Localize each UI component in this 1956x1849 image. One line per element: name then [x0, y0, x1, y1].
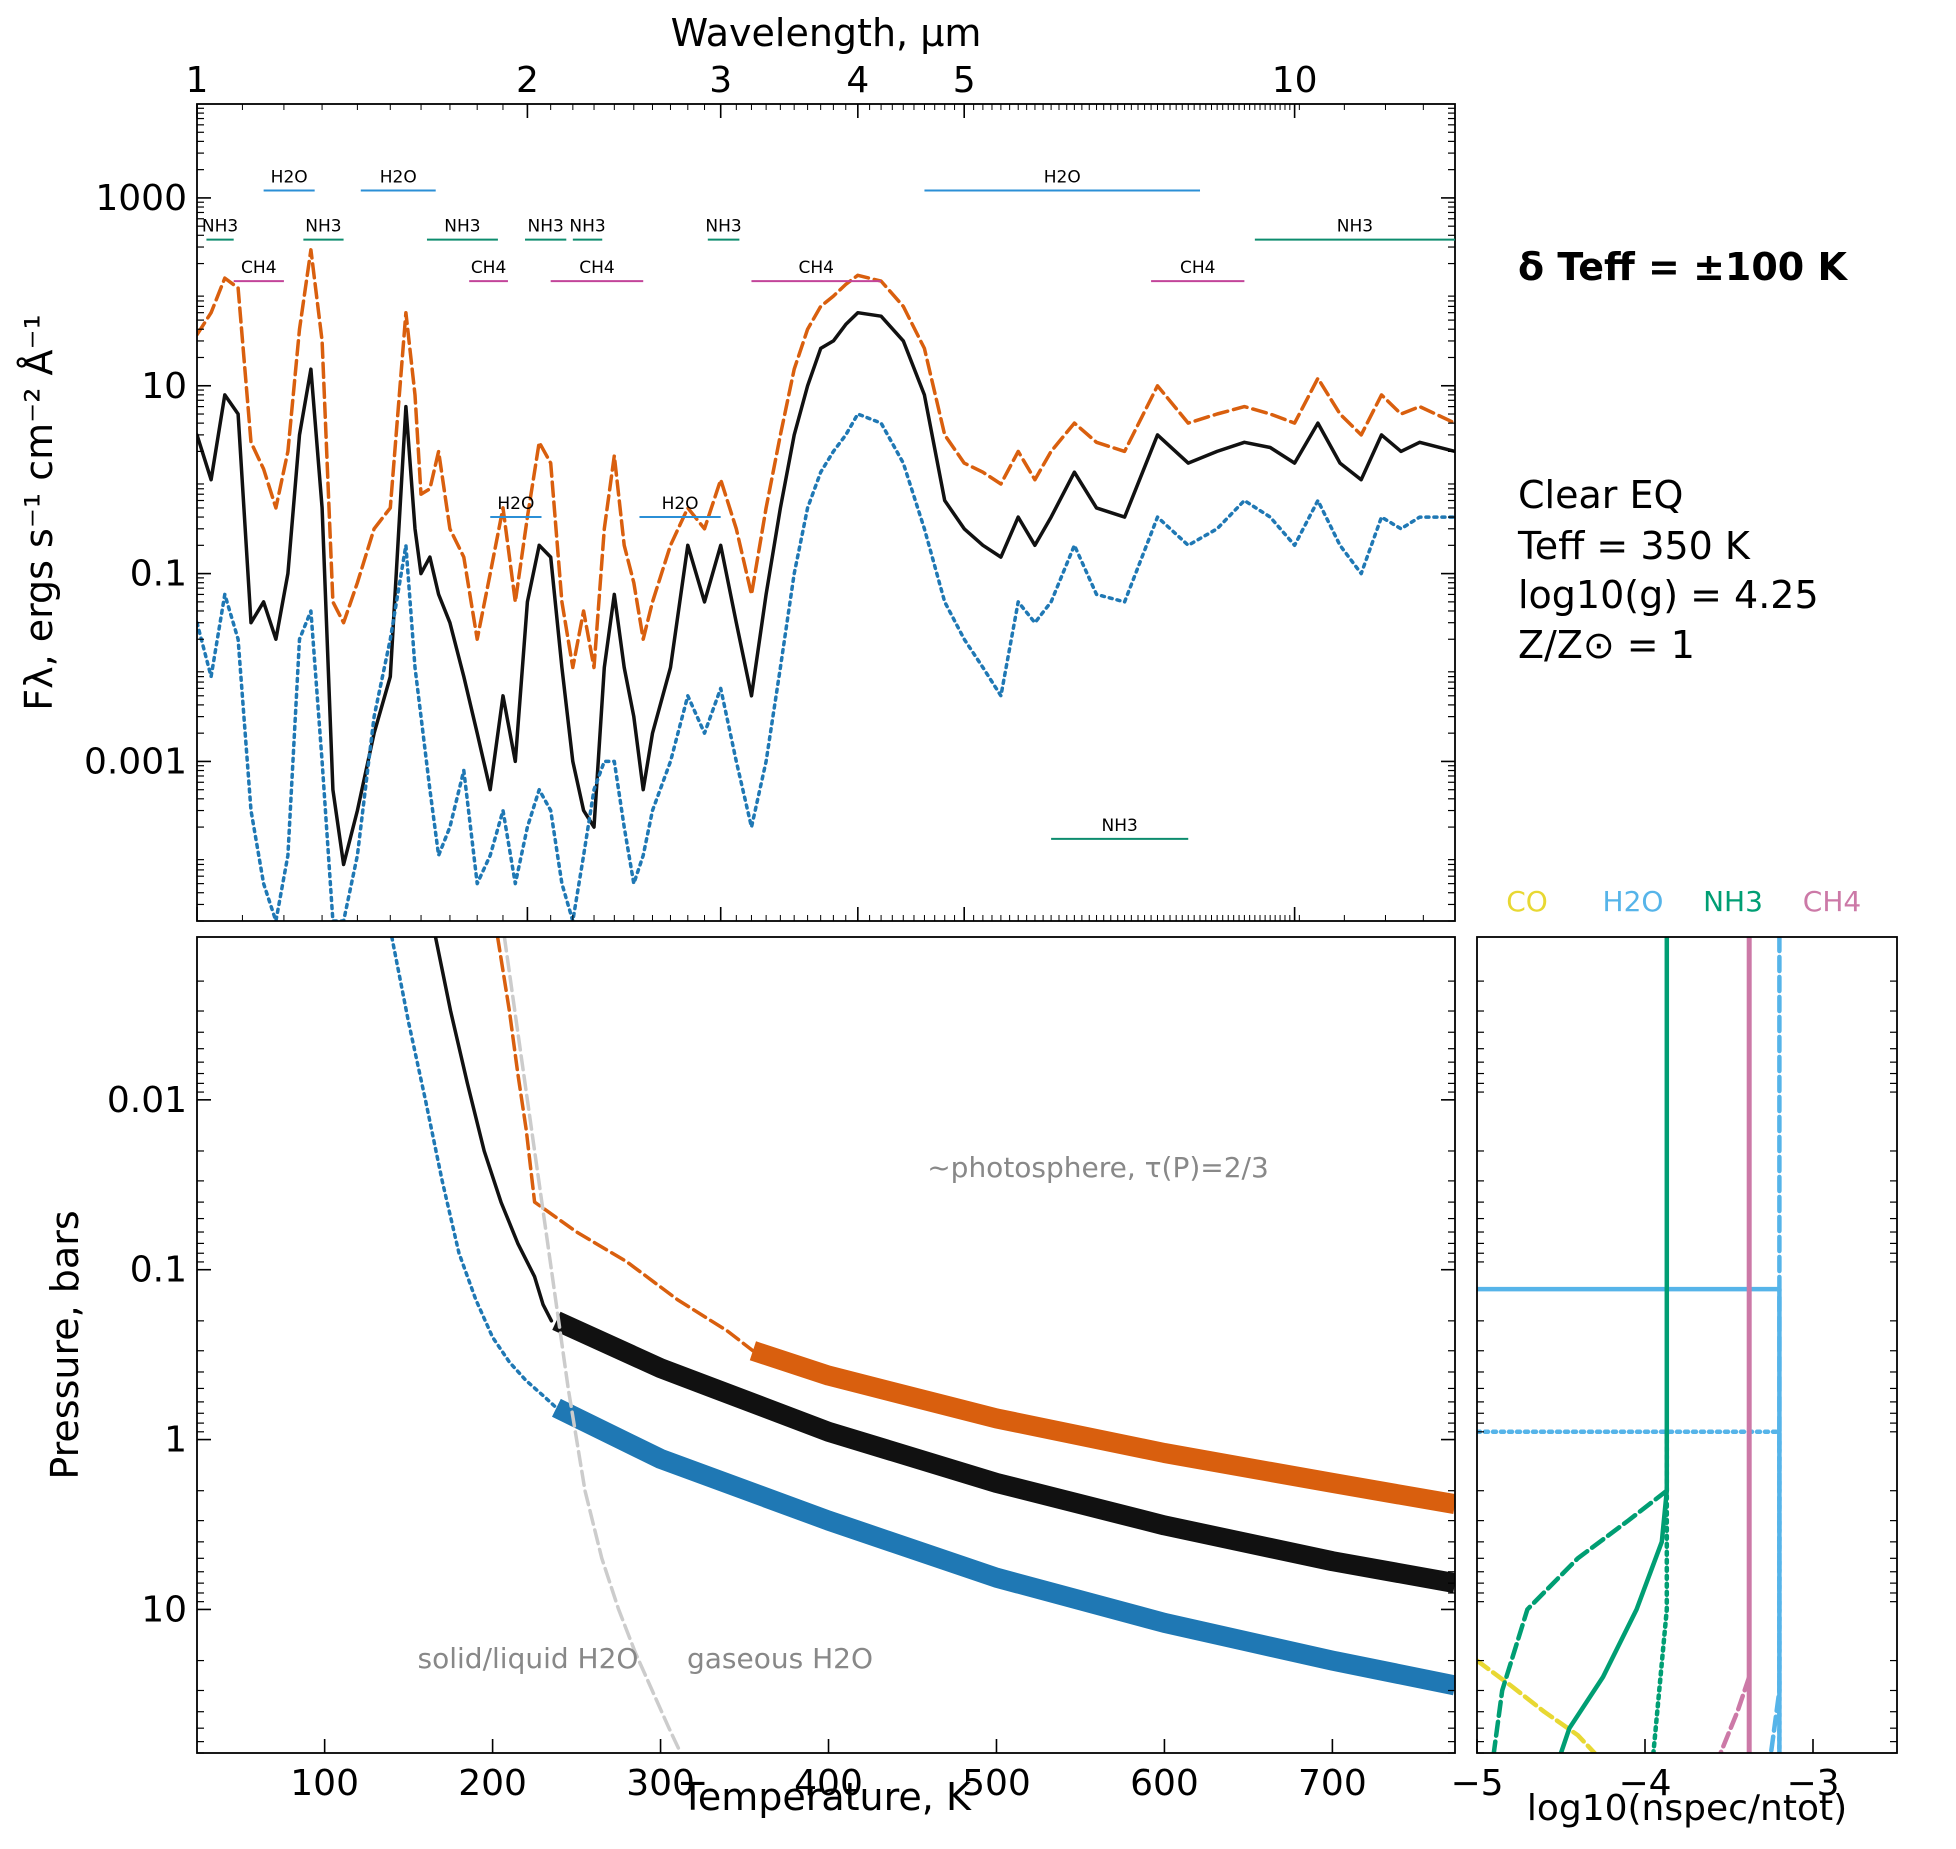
plot-area: [1477, 937, 1782, 1753]
axes-frame: [196, 936, 1456, 1754]
x-tick-label: 3: [709, 60, 732, 101]
pt-panel: 100 200 300 400 500 600 700 0.01 0.1 1 10 Temperatu…: [43, 936, 1456, 1819]
band-label-nh3: NH3: [569, 217, 605, 237]
y-tick-label: 0.001: [84, 741, 187, 782]
legend-item-nh3: NH3: [1703, 885, 1763, 918]
x-tick-label: 100: [290, 1763, 359, 1804]
band-label-h2o: H2O: [662, 494, 699, 514]
x-tick-label: 200: [458, 1763, 527, 1804]
band-label-h2o: H2O: [271, 167, 308, 187]
legend-item-co: CO: [1506, 885, 1548, 918]
x-axis-title: log10(nspec/ntot): [1527, 1788, 1847, 1829]
solid-liquid-h2o-label: solid/liquid H2O: [418, 1642, 639, 1675]
band-label-ch4: CH4: [1180, 258, 1215, 278]
x-tick-label: 500: [962, 1763, 1031, 1804]
x-tick-label: 10: [1272, 60, 1318, 101]
metallicity-label: Z/Z⊙ = 1: [1518, 623, 1695, 667]
h2o-dotted-series-line-3: [1477, 1429, 1782, 1753]
solid-series-line-2: [433, 937, 554, 1323]
solid-series-line-1: [197, 310, 1455, 867]
band-label-nh3: NH3: [202, 217, 238, 237]
plot-area: [390, 937, 1455, 1753]
dotted-series-line-0: [390, 937, 559, 1410]
x-tick-label: −4: [1618, 1763, 1671, 1804]
band-label-ch4: CH4: [241, 258, 276, 278]
x-tick-label: 600: [1130, 1763, 1199, 1804]
thick-series-line-3: [552, 1311, 1455, 1593]
teff-label: Teff = 350 K: [1517, 524, 1751, 568]
x-tick-label: 2: [516, 60, 539, 101]
y-tick-label: 0.1: [130, 554, 187, 595]
band-label-nh3: NH3: [527, 217, 563, 237]
band-label-ch4: CH4: [799, 258, 834, 278]
annotations: δ Teff = ±100 K Clear EQ Teff = 350 K log10…: [1517, 245, 1848, 667]
x-tick-label: 5: [953, 60, 976, 101]
co-dashed-series-line-0: [1477, 1658, 1597, 1753]
y-tick-label: 0.1: [130, 1250, 187, 1291]
x-tick-label: 300: [626, 1763, 695, 1804]
model-label: Clear EQ: [1518, 473, 1683, 517]
nh3-dotted-series-line-6: [1651, 1429, 1670, 1753]
dashed-series-line-4: [495, 937, 755, 1353]
dotted-series-line-2: [197, 412, 1455, 921]
legend-item-h2o: H2O: [1603, 885, 1664, 918]
x-tick-label: −3: [1786, 1763, 1839, 1804]
x-tick-label: 700: [1298, 1763, 1367, 1804]
x-axis-title: Wavelength, μm: [671, 11, 982, 55]
band-label-h2o: H2O: [380, 167, 417, 187]
band-label-nh3: NH3: [705, 217, 741, 237]
band-label-nh3: NH3: [444, 217, 480, 237]
band-label-ch4: CH4: [579, 258, 614, 278]
band-label-ch4: CH4: [471, 258, 506, 278]
nh3-dashed-series-line-5: [1491, 1488, 1670, 1753]
x-tick-label: −5: [1450, 1763, 1503, 1804]
band-label-h2o: H2O: [1044, 167, 1081, 187]
axes-frame: [196, 103, 1456, 922]
band-label-h2o: H2O: [497, 494, 534, 514]
dashed-series-line-6: [502, 937, 683, 1753]
plot-area: [197, 248, 1455, 921]
gaseous-h2o-label: gaseous H2O: [687, 1642, 873, 1675]
x-tick-label: 1: [186, 60, 209, 101]
band-label-nh3: NH3: [305, 217, 341, 237]
x-axis-title: Temperature, K: [680, 1775, 972, 1819]
band-label-nh3: NH3: [1102, 816, 1138, 836]
y-axis-title: Fλ, ergs s⁻¹ cm⁻² Å⁻¹: [17, 314, 61, 711]
y-tick-label: 0.01: [107, 1080, 187, 1121]
x-tick-label: 400: [794, 1763, 863, 1804]
band-label-nh3: NH3: [1337, 217, 1373, 237]
ch4-dashed-series-line-8: [1718, 1674, 1752, 1753]
photosphere-label: ~photosphere, τ(P)=2/3: [927, 1151, 1269, 1184]
spectrum-panel: 1 2 3 4 5 10 0.001 0.1 10 1000 Wavelength, μm Fλ, e…: [17, 11, 1456, 922]
legend-item-ch4: CH4: [1803, 885, 1861, 918]
delta-teff-label: δ Teff = ±100 K: [1518, 245, 1848, 289]
logg-label: log10(g) = 4.25: [1518, 573, 1819, 617]
y-tick-label: 10: [141, 366, 187, 407]
axes-frame: [1476, 936, 1898, 1754]
x-tick-label: 4: [846, 60, 869, 101]
dashed-series-line-0: [197, 248, 1455, 670]
y-tick-label: 1000: [95, 178, 187, 219]
y-tick-label: 10: [141, 1589, 187, 1630]
thick-series-line-1: [551, 1398, 1455, 1696]
y-tick-label: 1: [164, 1420, 187, 1461]
y-axis-title: Pressure, bars: [43, 1210, 87, 1479]
thick-series-line-5: [749, 1341, 1455, 1515]
